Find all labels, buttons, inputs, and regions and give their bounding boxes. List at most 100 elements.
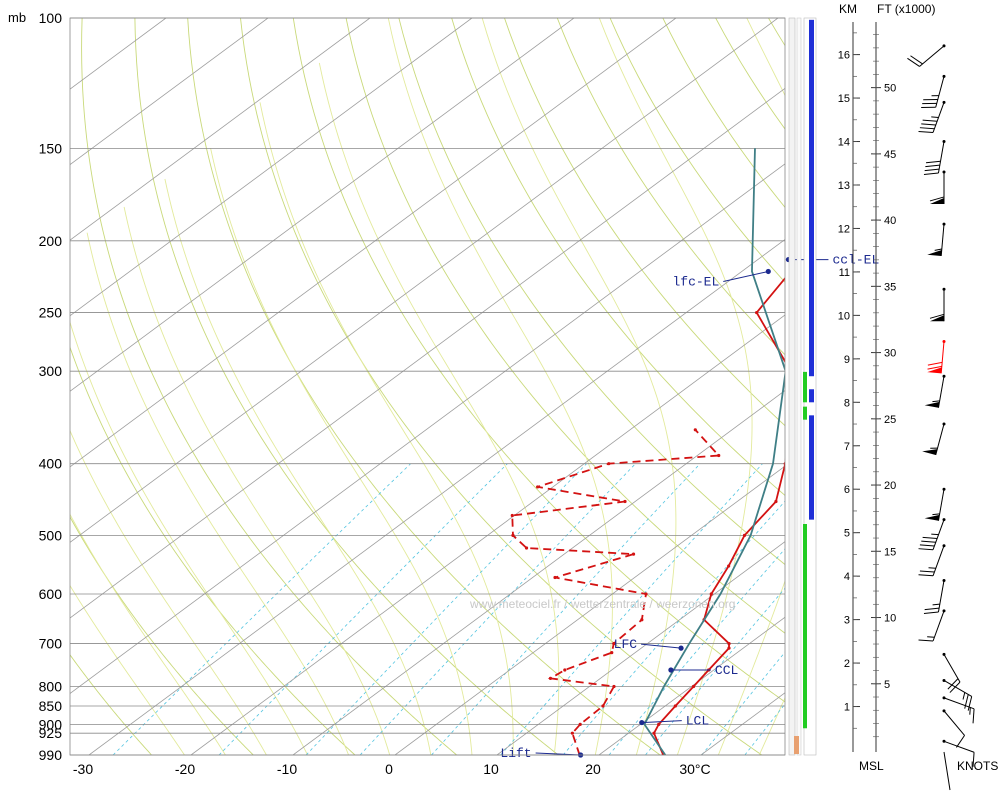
dewpoint-point (510, 513, 514, 518)
wind-barb-staff (943, 654, 961, 683)
dry-adiabat (70, 654, 152, 755)
isobar-lines (70, 17, 785, 756)
moist-adiabat (387, 18, 613, 755)
wind-barb-flag (922, 536, 938, 539)
wind-barb-flag (919, 570, 935, 573)
wind-barb-flag (919, 127, 935, 130)
annotation-lift: Lift (500, 746, 531, 761)
dewpoint-point (623, 499, 627, 504)
annotation-ccl: CCL (715, 663, 738, 678)
km-tick-label: 1 (844, 702, 850, 714)
isotherm-line (70, 18, 779, 543)
wind-barb-flag (918, 639, 934, 642)
pressure-tick-label: 600 (39, 586, 63, 602)
dry-adiabat (70, 345, 356, 755)
dry-adiabat (504, 18, 785, 427)
annotation-leader (641, 643, 682, 649)
temperature-tick-label: 10 (483, 761, 499, 777)
wind-barb-pennant (927, 250, 942, 256)
isotherm-line (803, 18, 1000, 755)
wind-barb-half-flag (962, 692, 966, 700)
wind-barb-flag (929, 313, 945, 319)
isotherm-line (70, 18, 167, 90)
pressure-tick-label: 700 (39, 636, 63, 652)
wind-barb-flag (907, 57, 920, 67)
wind-barb-flag (918, 130, 934, 133)
moist-adiabat (123, 206, 391, 755)
isotherm-line (292, 390, 785, 755)
mixing-ratio-line (359, 463, 636, 755)
wind-barb-pennant (922, 449, 938, 455)
column-gutter (796, 17, 802, 756)
ft-tick-label: 15 (884, 546, 896, 558)
wind-barb-flag (921, 123, 936, 126)
moist-adiabat (717, 18, 785, 755)
moist-adiabat (70, 429, 267, 755)
mixing-ratio-line (305, 463, 587, 755)
moist-adiabat (70, 584, 186, 755)
moisture-segment (809, 389, 814, 403)
isotherm-line (70, 18, 269, 166)
km-tick-label: 2 (844, 658, 850, 670)
temperature-line (652, 276, 785, 755)
sounding-series (510, 148, 785, 755)
pressure-tick-label: 100 (39, 10, 63, 26)
dewpoint-point (601, 704, 605, 708)
mixing-ratio-line (701, 651, 785, 755)
mixing-ratio-line (744, 703, 785, 755)
pressure-tick-label: 150 (39, 140, 63, 156)
watermark-text: www.meteociel.fr / wetterzentrale / weer… (469, 597, 735, 611)
column-gutter (788, 17, 796, 756)
wind-barb-staff (940, 224, 945, 257)
annotation-ccl-el: ccl-EL (832, 253, 879, 268)
wind-barb-flag (924, 607, 940, 611)
wind-barb-flag (919, 544, 935, 547)
isotherm-line (70, 18, 371, 241)
temperature-point (727, 641, 731, 646)
temperature-tick-label: -30 (73, 761, 93, 777)
pressure-tick-label: 800 (39, 678, 63, 694)
ft-tick-label: 20 (884, 480, 896, 492)
wind-barb-pennant (924, 401, 940, 408)
isotherm-line (496, 541, 785, 755)
isotherm-line (70, 18, 575, 392)
pressure-tick-label: 500 (39, 527, 63, 543)
pressure-tick-label: 990 (39, 747, 63, 763)
temperature-tick-label: -10 (277, 761, 297, 777)
dry-adiabat (980, 18, 1000, 755)
msl-label: MSL (859, 759, 884, 773)
temperature-point (691, 684, 696, 689)
ft-tick-label: 10 (884, 613, 896, 625)
wind-barb-flag (972, 752, 975, 767)
dry-adiabat (134, 18, 559, 755)
dewpoint-point (563, 668, 567, 672)
wind-barb-flag (972, 708, 975, 724)
moisture-segment (803, 406, 807, 420)
isotherm-line (70, 163, 785, 695)
dewpoint-point (644, 592, 648, 596)
dry-adiabat (398, 18, 785, 566)
dewpoint-point (511, 533, 515, 537)
wind-barb-pennant (930, 197, 944, 204)
moist-adiabat (86, 232, 350, 755)
pressure-unit-label: mb (8, 10, 26, 25)
wind-barb-staff (932, 102, 945, 133)
pressure-tick-label: 925 (39, 725, 63, 741)
km-tick-label: 8 (844, 397, 850, 409)
pressure-tick-label: 900 (39, 716, 63, 732)
ft-tick-label: 25 (884, 414, 896, 426)
temperature-tick-label: -20 (175, 761, 195, 777)
isotherm-line (70, 87, 785, 619)
temperature-tick-label: 0 (385, 761, 393, 777)
wind-barb-flag (929, 196, 945, 202)
moisture-segment (803, 523, 807, 729)
moisture-segment (809, 19, 814, 377)
moist-adiabat (164, 178, 432, 755)
dry-adiabat (292, 18, 785, 703)
dewpoint-point (640, 618, 644, 622)
km-tick-label: 11 (839, 267, 850, 279)
ft-unit-label: FT (x1000) (877, 2, 935, 16)
mixing-ratio-line (562, 500, 785, 755)
dry-adiabat (821, 18, 1000, 755)
